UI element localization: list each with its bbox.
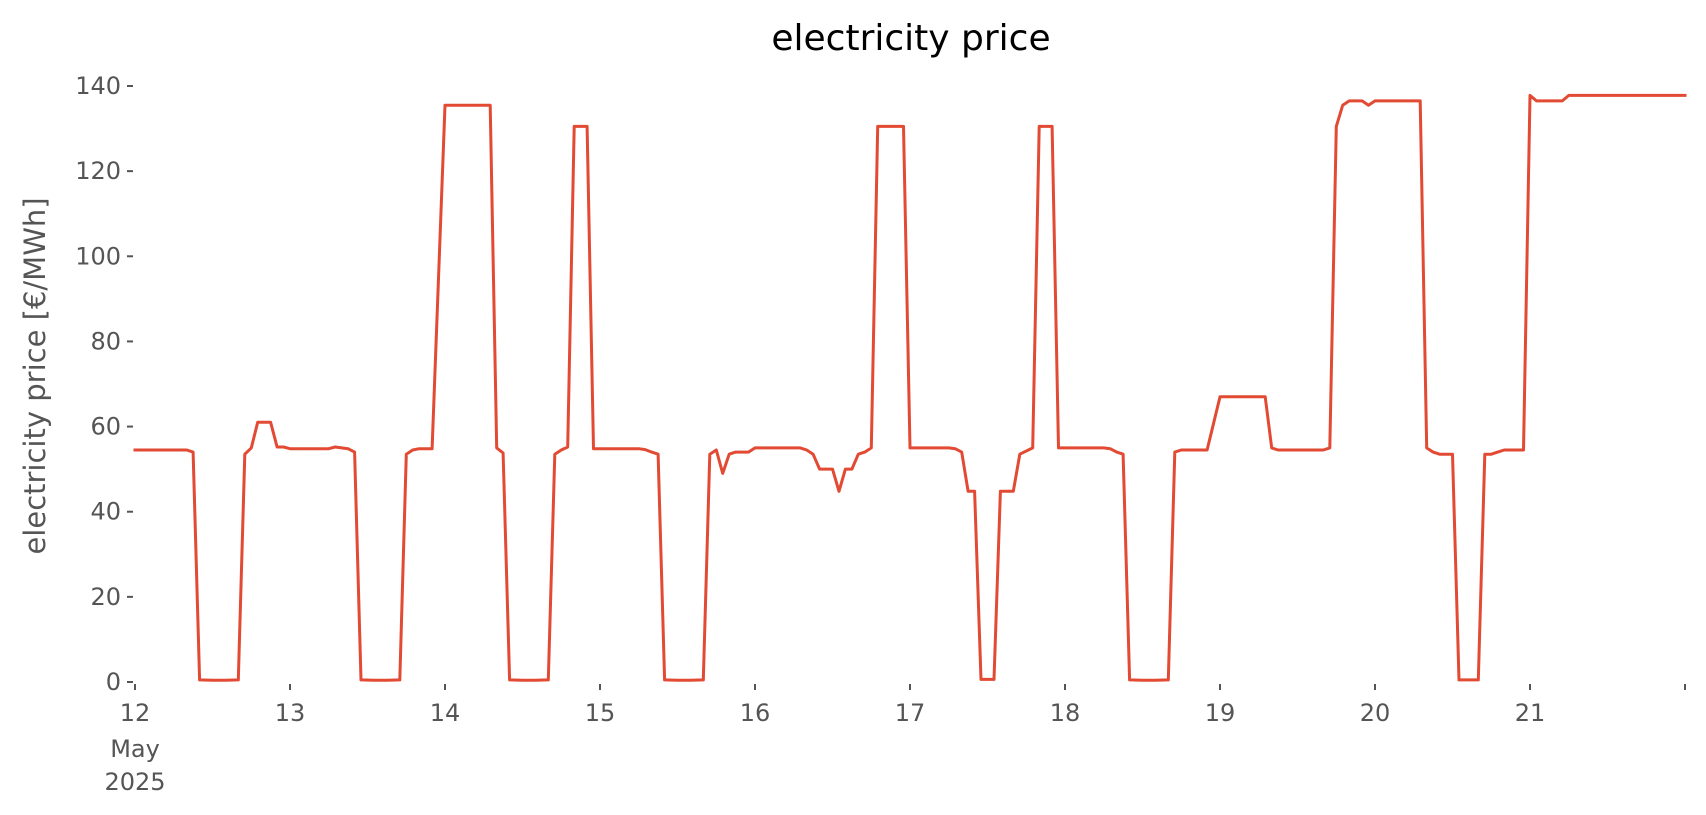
y-tick-label: 20 [90,583,121,611]
chart-title: electricity price [771,18,1050,59]
x-tick-label: 21 [1515,699,1546,727]
x-tick-label: 12 [120,699,151,727]
x-tick-sublabel: May [110,735,160,763]
x-tick-label: 17 [895,699,926,727]
x-tick-label: 16 [740,699,771,727]
x-tick-label: 15 [585,699,616,727]
x-tick-label: 20 [1360,699,1391,727]
plot-area [133,93,1687,682]
y-tick-label: 140 [75,72,121,100]
y-tick-label: 120 [75,157,121,185]
x-tick-label: 14 [430,699,461,727]
y-tick-label: 60 [90,413,121,441]
y-tick-label: 0 [106,668,121,696]
y-tick-label: 100 [75,242,121,270]
x-tick-sublabel: 2025 [104,768,165,796]
x-tick-label: 13 [275,699,306,727]
x-tick-label: 19 [1205,699,1236,727]
y-axis: 0 20 40 60 80 100 120 140 [75,72,133,696]
y-axis-title: electricity price [€/MWh] [18,197,52,554]
y-tick-label: 80 [90,327,121,355]
x-axis: 12 May 2025 13 14 15 16 17 18 19 20 21 [104,684,1686,796]
x-tick-label: 18 [1050,699,1081,727]
price-series-line [133,93,1687,682]
y-tick-label: 40 [90,498,121,526]
